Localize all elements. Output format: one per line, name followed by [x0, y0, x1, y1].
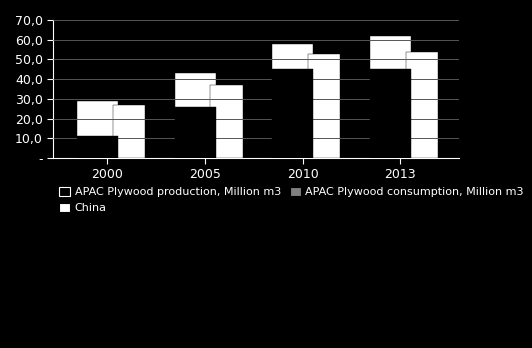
Legend: APAC Plywood production, Million m3, China, APAC Plywood consumption, Million m3: APAC Plywood production, Million m3, Chi… — [59, 187, 523, 213]
Bar — [113, 105, 145, 158]
Bar — [77, 136, 118, 158]
Bar — [272, 69, 313, 158]
Bar — [77, 101, 118, 158]
Bar — [272, 44, 313, 158]
Bar — [370, 69, 411, 158]
Bar — [308, 54, 340, 158]
Bar — [174, 107, 215, 158]
Bar — [370, 36, 411, 158]
Bar — [406, 52, 438, 158]
Bar — [210, 85, 243, 158]
Bar — [174, 73, 215, 158]
